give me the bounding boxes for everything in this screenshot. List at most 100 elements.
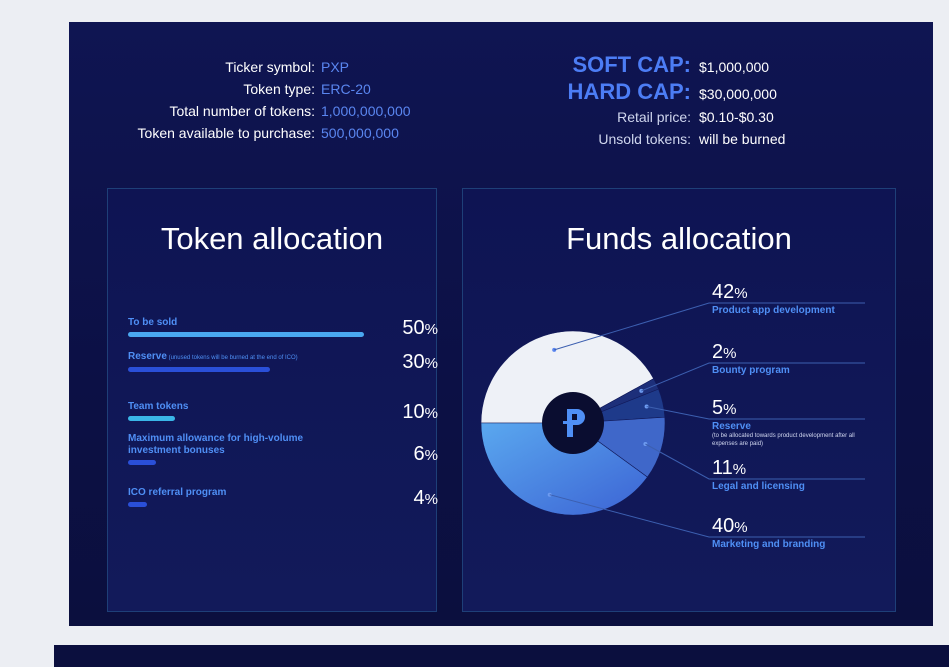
funds-allocation-label: Marketing and branding <box>712 539 825 550</box>
soft-cap-row: SOFT CAP: $1,000,000 <box>489 52 929 79</box>
leader-line <box>645 443 865 480</box>
unsold-tokens-row: Unsold tokens: will be burned <box>489 128 929 150</box>
token-allocation-item: To be sold 50% <box>128 317 438 339</box>
leader-line <box>641 362 865 392</box>
funds-allocation-number: 2 <box>712 341 724 363</box>
next-section-panel <box>54 645 949 667</box>
token-allocation-category: Maximum allowance for high-volume invest… <box>128 433 304 456</box>
funds-allocation-number: 5 <box>712 397 724 419</box>
leader-line <box>549 494 865 538</box>
token-info-value: 1,000,000,000 <box>321 103 411 119</box>
funds-allocation-label: Legal and licensing <box>712 481 805 492</box>
token-allocation-value: 50% <box>402 317 438 340</box>
funds-allocation-value: 2% <box>712 341 790 365</box>
token-allocation-unit: % <box>424 491 438 508</box>
funds-allocation-unit: % <box>723 401 737 418</box>
funds-allocation-item: 2% Bounty program <box>712 341 790 376</box>
pie-slice <box>480 330 655 424</box>
token-allocation-label: Reserve (unused tokens will be burned at… <box>128 351 298 364</box>
token-allocation-label: To be sold <box>128 317 298 329</box>
token-allocation-unit: % <box>424 405 438 422</box>
hard-cap-value: $30,000,000 <box>699 86 777 102</box>
retail-price-value: $0.10-$0.30 <box>699 109 774 125</box>
funds-allocation-item: 42% Product app development <box>712 281 835 316</box>
funds-allocation-item: 11% Legal and licensing <box>712 457 805 492</box>
hard-cap-row: HARD CAP: $30,000,000 <box>489 79 929 106</box>
token-allocation-value: 10% <box>402 401 438 424</box>
funds-allocation-label: Reserve <box>712 421 862 432</box>
token-allocation-item: ICO referral program 4% <box>128 487 438 509</box>
token-info-label: Total number of tokens: <box>169 103 315 119</box>
funds-allocation-number: 42 <box>712 281 735 303</box>
token-allocation-bar <box>128 502 147 507</box>
token-info-label: Token available to purchase: <box>137 125 315 141</box>
funds-allocation-category: Product app development <box>712 305 835 316</box>
token-allocation-label: Maximum allowance for high-volume invest… <box>128 433 318 457</box>
token-allocation-unit: % <box>424 321 438 338</box>
token-allocation-item: Maximum allowance for high-volume invest… <box>128 433 438 465</box>
pie-slice <box>480 422 648 516</box>
token-allocation-label: ICO referral program <box>128 487 298 499</box>
funds-allocation-unit: % <box>734 519 748 536</box>
funds-allocation-card: Funds allocation 42% Product app developm… <box>462 188 896 612</box>
token-info-row: Token type: ERC-20 <box>69 78 484 100</box>
funds-allocation-item: 40% Marketing and branding <box>712 515 825 550</box>
funds-allocation-label: Product app development <box>712 305 835 316</box>
soft-cap-value: $1,000,000 <box>699 59 770 75</box>
token-allocation-card: Token allocation To be sold 50% Reserve (u… <box>107 188 438 612</box>
token-allocation-category: To be sold <box>128 317 178 328</box>
token-allocation-value: 6% <box>414 443 438 466</box>
funds-allocation-unit: % <box>723 345 737 362</box>
token-info-row: Total number of tokens: 1,000,000,000 <box>69 100 484 122</box>
funds-allocation-category: Bounty program <box>712 365 790 376</box>
leader-line <box>646 406 865 420</box>
token-info-row: Token available to purchase: 500,000,000 <box>69 122 484 144</box>
soft-cap-label: SOFT CAP: <box>572 52 691 77</box>
token-allocation-title: Token allocation <box>160 221 384 256</box>
token-allocation-value: 4% <box>414 487 438 510</box>
funds-allocation-number: 40 <box>712 515 735 537</box>
funds-allocation-number: 11 <box>712 457 733 479</box>
funds-allocation-pie <box>480 302 865 538</box>
token-allocation-number: 50 <box>402 317 425 339</box>
funds-allocation-label: Bounty program <box>712 365 790 376</box>
funds-allocation-category: Reserve <box>712 421 751 432</box>
funds-allocation-value: 42% <box>712 281 835 305</box>
hard-cap-label: HARD CAP: <box>567 79 691 104</box>
token-allocation-number: 4 <box>413 487 425 509</box>
cap-info: SOFT CAP: $1,000,000 HARD CAP: $30,000,0… <box>489 52 929 150</box>
token-info-label: Ticker symbol: <box>225 59 315 75</box>
token-allocation-label: Team tokens <box>128 401 298 413</box>
token-allocation-category: ICO referral program <box>128 487 227 498</box>
funds-allocation-unit: % <box>734 285 748 302</box>
tokenomics-panel: Ticker symbol: PXP Token type: ERC-20 To… <box>69 22 933 626</box>
retail-price-label: Retail price: <box>617 109 691 125</box>
funds-allocation-value: 40% <box>712 515 825 539</box>
funds-allocation-category: Legal and licensing <box>712 481 805 492</box>
funds-allocation-category: Marketing and branding <box>712 539 826 550</box>
funds-allocation-value: 11% <box>712 457 805 481</box>
token-allocation-item: Team tokens 10% <box>128 401 438 423</box>
unsold-tokens-value: will be burned <box>699 131 786 147</box>
token-allocation-note: (unused tokens will be burned at the end… <box>166 355 298 361</box>
retail-price-row: Retail price: $0.10-$0.30 <box>489 106 929 128</box>
token-info-value: PXP <box>321 59 350 75</box>
token-allocation-bar <box>128 332 364 337</box>
token-info-value: 500,000,000 <box>321 125 399 141</box>
token-info: Ticker symbol: PXP Token type: ERC-20 To… <box>69 56 484 144</box>
token-allocation-unit: % <box>424 447 438 464</box>
leader-dot <box>644 404 649 409</box>
token-allocation-category: Reserve <box>128 351 167 362</box>
funds-allocation-value: 5% <box>712 397 862 421</box>
token-allocation-item: Reserve (unused tokens will be burned at… <box>128 351 438 373</box>
token-info-row: Ticker symbol: PXP <box>69 56 484 78</box>
token-info-value: ERC-20 <box>321 81 371 97</box>
token-allocation-bar <box>128 367 270 372</box>
token-allocation-category: Team tokens <box>128 401 189 412</box>
token-allocation-number: 30 <box>402 351 425 373</box>
token-allocation-unit: % <box>424 355 438 372</box>
token-allocation-value: 30% <box>402 351 438 374</box>
pxp-logo-icon <box>563 409 585 437</box>
token-allocation-bar <box>128 460 156 465</box>
token-info-label: Token type: <box>243 81 315 97</box>
